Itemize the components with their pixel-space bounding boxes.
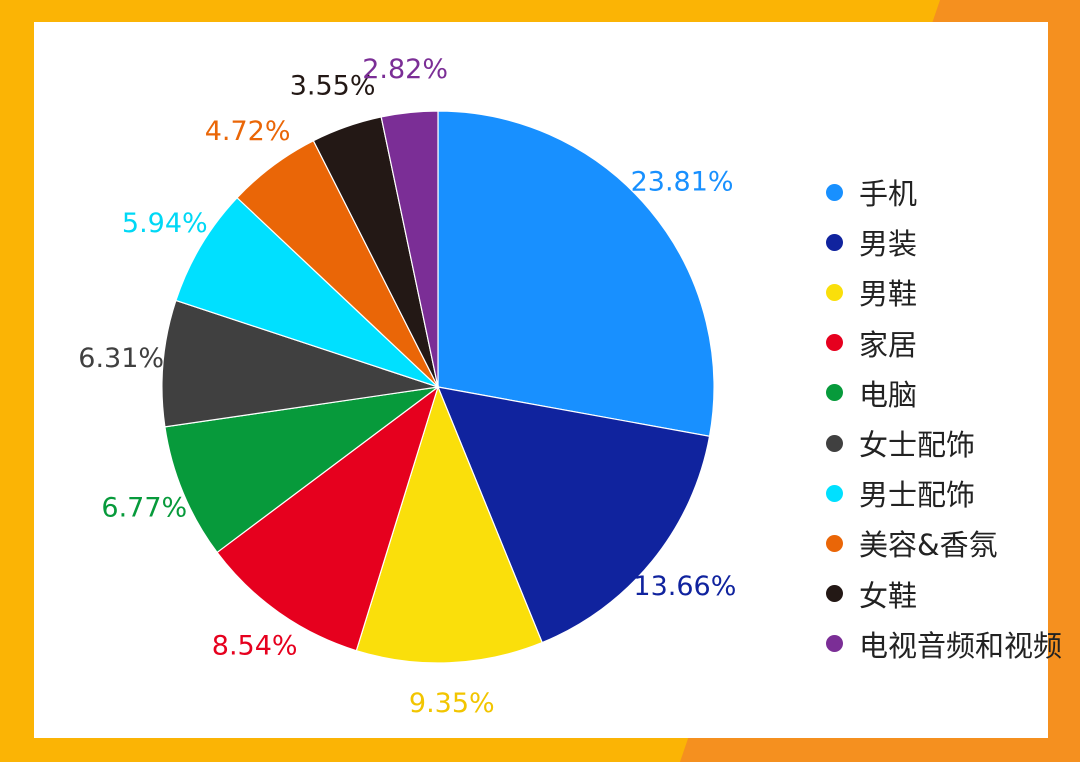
legend-label: 手机 [859,177,918,212]
legend-swatch [826,635,843,653]
legend-item: 男士配饰 [826,468,1062,518]
pie-slice [216,385,440,652]
legend-swatch [826,233,843,251]
legend-swatch [826,434,843,452]
slice-percent-label: 6.31% [78,343,164,374]
legend-label: 电脑 [859,377,918,412]
pie-slice [164,386,439,554]
legend-label: 女士配饰 [859,428,976,463]
pie-slice [175,196,439,388]
slice-percent-label: 6.77% [101,493,187,524]
legend-item: 电视音频和视频 [826,619,1062,669]
slice-percent-label: 9.35% [409,688,495,719]
legend-swatch [826,384,843,402]
slice-percent-label: 5.94% [122,208,208,239]
legend-swatch [826,585,843,603]
slice-percent-label: 23.81% [631,167,734,198]
legend-label: 男士配饰 [859,478,976,513]
legend-swatch [826,183,843,201]
legend-item: 美容&香氛 [826,518,1062,568]
pie-slice [437,386,711,644]
legend-label: 家居 [859,327,918,362]
legend-swatch [826,334,843,352]
legend-item: 女鞋 [826,569,1062,619]
legend-item: 女士配饰 [826,418,1062,468]
pie-slice [380,110,439,388]
pie-slice [161,299,439,428]
legend-item: 家居 [826,318,1062,368]
pie-chart: 23.81% 13.66% 9.35% 8.54% 6.77% 6.31% 5.94% 4.7… [78,54,736,719]
legend: 手机男装男鞋家居电脑女士配饰男士配饰美容&香氛女鞋电视音频和视频 [826,167,1062,669]
legend-swatch [826,484,843,502]
slice-percent-label: 3.55% [290,71,376,102]
legend-item: 男鞋 [826,267,1062,317]
legend-item: 男装 [826,217,1062,267]
slice-percent-label: 8.54% [212,630,298,661]
legend-label: 电视音频和视频 [859,628,1063,663]
legend-swatch [826,534,843,552]
slice-percent-label: 2.82% [362,54,448,85]
legend-item: 手机 [826,167,1062,217]
legend-label: 男鞋 [859,277,918,312]
legend-label: 美容&香氛 [859,528,998,563]
pie-slice [437,110,715,437]
chart-card: 23.81% 13.66% 9.35% 8.54% 6.77% 6.31% 5.94% 4.7… [34,22,1062,738]
slice-percent-label: 4.72% [205,116,291,147]
legend-item: 电脑 [826,368,1062,418]
slice-percent-label: 13.66% [633,571,736,602]
legend-label: 男装 [859,227,918,262]
legend-swatch [826,283,843,301]
pie-slice [355,385,543,664]
legend-label: 女鞋 [859,578,918,613]
